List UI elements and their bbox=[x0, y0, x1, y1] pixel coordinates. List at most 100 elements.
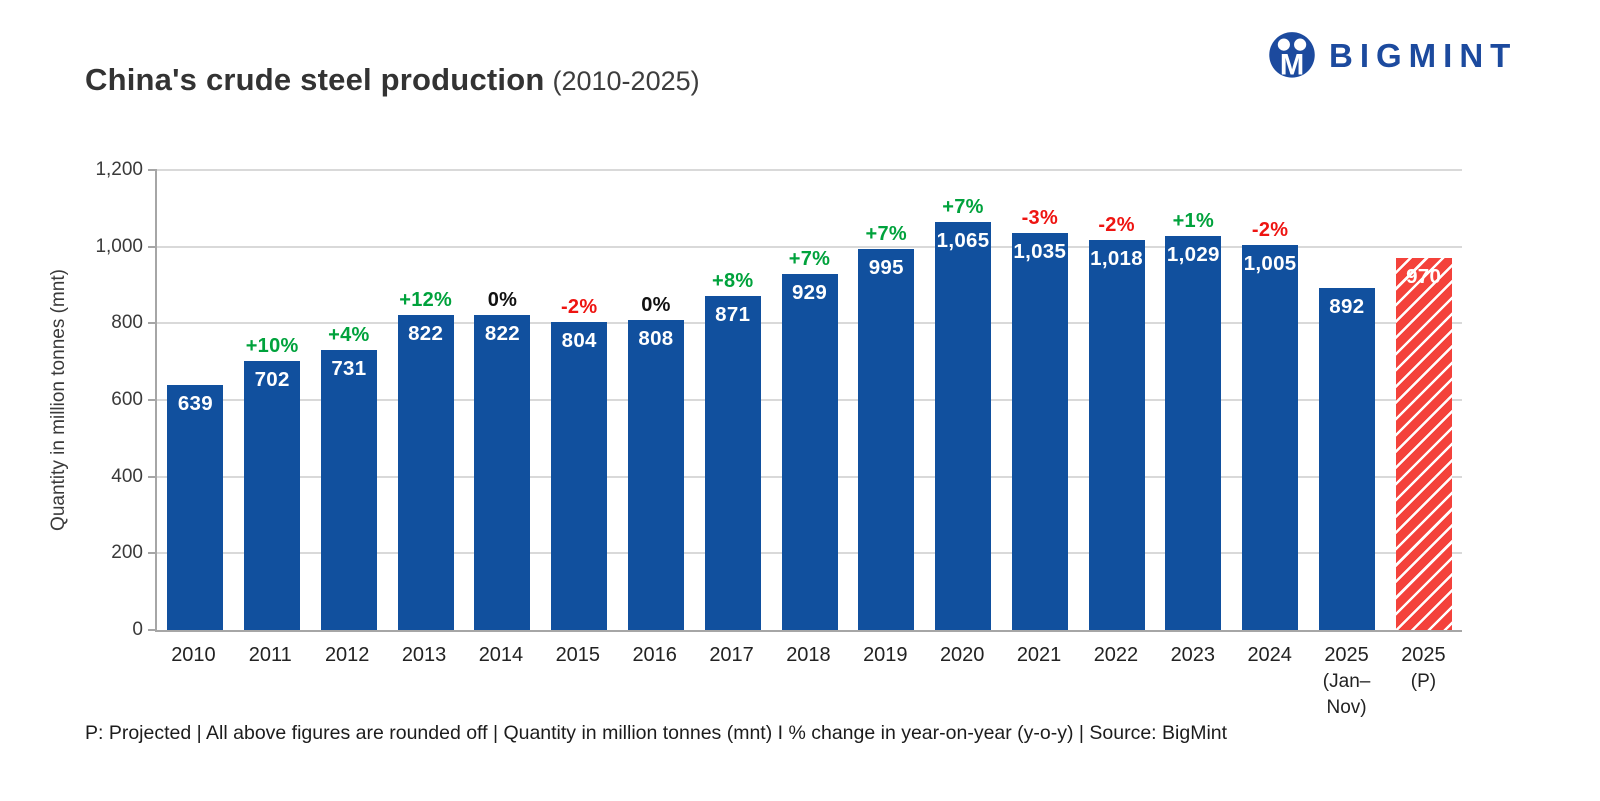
bar-slot-2024: -2% 1,005 bbox=[1232, 170, 1309, 630]
y-tick-label: 1,200 bbox=[95, 159, 143, 180]
y-tick-mark bbox=[148, 475, 157, 478]
bar-slot-2016: 0% 808 bbox=[618, 170, 695, 630]
y-tick-label: 800 bbox=[111, 312, 143, 334]
bar-slot-2020: +7% 1,065 bbox=[925, 170, 1002, 630]
y-tick-mark bbox=[148, 169, 157, 171]
x-axis-label: 2025 (P) bbox=[1385, 642, 1462, 720]
x-axis-year: 2011 bbox=[248, 644, 292, 666]
y-tick-label: 1,000 bbox=[95, 235, 143, 257]
bar-slot-2019: +7% 995 bbox=[848, 170, 925, 630]
pct-change-label: +7% bbox=[942, 195, 984, 218]
x-axis-year: 2022 bbox=[1093, 644, 1139, 666]
y-tick-mark bbox=[148, 629, 157, 631]
value-bar: 1,065 bbox=[935, 221, 992, 630]
x-axis-label: 2022 bbox=[1078, 642, 1155, 720]
x-axis-sublabel: (P) bbox=[1410, 671, 1437, 692]
value-bar: 1,029 bbox=[1165, 235, 1222, 630]
value-bar: 822 bbox=[397, 314, 454, 630]
value-bar: 822 bbox=[474, 314, 531, 630]
bar-slot-2025-jan-nov: 892 bbox=[1308, 170, 1385, 630]
bar-slot-2021: -3% 1,035 bbox=[1001, 170, 1078, 630]
y-tick-label: 200 bbox=[111, 542, 143, 564]
value-bar: 804 bbox=[551, 321, 608, 630]
x-axis-label: 2013 bbox=[386, 642, 463, 720]
x-axis-label: 2014 bbox=[463, 642, 540, 720]
gridline bbox=[157, 245, 1462, 248]
y-tick-label: 600 bbox=[111, 389, 143, 410]
bar-slot-2025-p: 970 bbox=[1385, 170, 1462, 630]
x-axis-label: 2021 bbox=[1001, 642, 1078, 720]
x-axis-year: 2019 bbox=[863, 644, 908, 666]
value-bar: 871 bbox=[704, 296, 761, 630]
bigmint-logo: M BIGMINT bbox=[1266, 30, 1517, 82]
y-tick-label: 400 bbox=[111, 465, 143, 487]
x-axis-year: 2016 bbox=[632, 644, 677, 666]
bar-value-label: 1,065 bbox=[936, 228, 990, 252]
value-bar: 929 bbox=[781, 273, 838, 630]
y-axis-title: Quantity in million tonnes (mnt) bbox=[48, 269, 70, 531]
bar-slot-2010: 639 bbox=[157, 170, 234, 630]
x-axis-year: 2025 bbox=[1401, 644, 1446, 666]
pct-change-label: +10% bbox=[245, 334, 299, 357]
y-tick-mark bbox=[148, 245, 157, 248]
bar-chart-plot: Quantity in million tonnes (mnt) 0 200 400… bbox=[48, 159, 1462, 640]
bar-slot-2011: +10% 702 bbox=[234, 170, 311, 630]
bar-value-label: 702 bbox=[254, 367, 290, 391]
pct-change-label: +1% bbox=[1172, 209, 1215, 232]
bar-value-label: 1,029 bbox=[1166, 242, 1220, 266]
x-axis-sublabel: (Jan–Nov) bbox=[1322, 671, 1371, 718]
value-bar: 892 bbox=[1318, 288, 1375, 630]
bar-slot-2023: +1% 1,029 bbox=[1155, 170, 1232, 630]
x-axis-year: 2025 bbox=[1324, 644, 1369, 666]
x-axis-year: 2012 bbox=[324, 644, 370, 666]
x-axis-label: 2023 bbox=[1154, 642, 1231, 720]
bar-slot-2022: -2% 1,018 bbox=[1078, 170, 1155, 630]
bar-slot-2015: -2% 804 bbox=[541, 170, 618, 630]
value-bar: 1,005 bbox=[1242, 244, 1299, 630]
bar-value-label: 639 bbox=[177, 392, 213, 416]
pct-change-label: -2% bbox=[1251, 218, 1289, 241]
projected-bar: 970 bbox=[1395, 258, 1452, 630]
pct-change-label: +7% bbox=[865, 222, 908, 245]
y-tick-mark bbox=[148, 399, 157, 401]
x-axis-year: 2014 bbox=[478, 644, 524, 666]
chart-title: China's crude steel production bbox=[85, 62, 545, 97]
x-axis-year: 2017 bbox=[709, 644, 754, 666]
y-tick-mark bbox=[148, 552, 157, 555]
x-axis-year: 2020 bbox=[939, 644, 985, 666]
x-axis-year: 2023 bbox=[1170, 644, 1216, 666]
bar-value-label: 1,018 bbox=[1090, 246, 1143, 270]
bar-slot-2017: +8% 871 bbox=[694, 170, 771, 630]
bar-value-label: 929 bbox=[791, 280, 828, 304]
footer-note: P: Projected | All above figures are rou… bbox=[85, 722, 1228, 744]
bar-value-label: 822 bbox=[408, 321, 444, 345]
gridline bbox=[157, 169, 1462, 171]
x-axis-label: 2024 bbox=[1231, 642, 1308, 720]
chart-title-years: (2010-2025) bbox=[552, 66, 700, 96]
page-title: China's crude steel production (2010-2025… bbox=[85, 62, 700, 98]
bar-value-label: 822 bbox=[484, 321, 520, 345]
x-axis-year: 2015 bbox=[555, 644, 601, 666]
pct-change-label: 0% bbox=[487, 288, 518, 311]
x-axis-label: 2020 bbox=[924, 642, 1001, 720]
svg-text:M: M bbox=[1280, 49, 1304, 81]
x-axis-year: 2013 bbox=[401, 644, 447, 666]
x-axis-label: 2017 bbox=[693, 642, 770, 720]
bar-slot-2012: +4% 731 bbox=[311, 170, 388, 630]
pct-change-label: -2% bbox=[1098, 213, 1135, 236]
bar-value-label: 804 bbox=[561, 328, 597, 352]
y-tick-label: 0 bbox=[132, 619, 143, 640]
bar-value-label: 871 bbox=[715, 303, 751, 327]
pct-change-label: -3% bbox=[1021, 207, 1059, 230]
x-axis-year: 2010 bbox=[171, 644, 216, 666]
x-axis-year: 2018 bbox=[786, 644, 831, 666]
value-bar: 702 bbox=[244, 360, 301, 630]
bar-value-label: 892 bbox=[1329, 295, 1365, 319]
pct-change-label: -2% bbox=[560, 295, 598, 318]
pct-change-label: +7% bbox=[788, 247, 831, 270]
bar-slot-2013: +12% 822 bbox=[387, 170, 464, 630]
pct-change-label: +4% bbox=[328, 323, 370, 346]
bar-value-label: 970 bbox=[1406, 265, 1442, 289]
x-axis-label: 2011 bbox=[232, 642, 309, 720]
